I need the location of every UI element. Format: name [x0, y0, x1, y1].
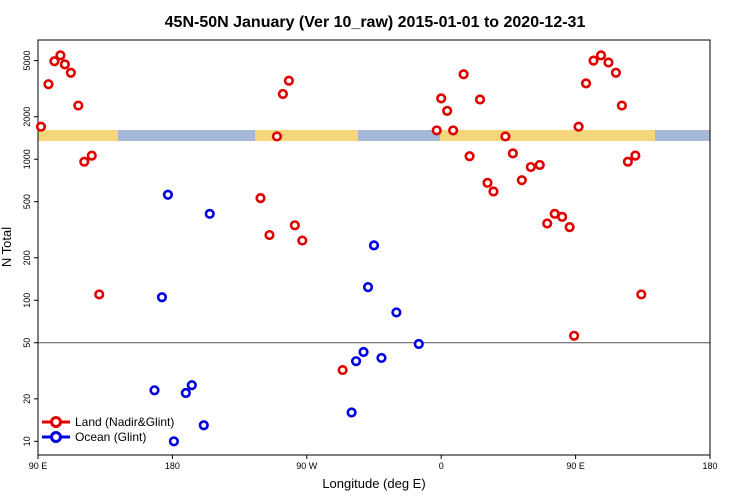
ocean-point: [368, 240, 380, 251]
land-point: [289, 220, 300, 231]
legend-label-land: Land (Nadir&Glint): [75, 415, 174, 429]
map-strip-land: [38, 130, 118, 141]
x-axis-label: Longitude (deg E): [322, 476, 425, 491]
legend-label-ocean: Ocean (Glint): [75, 430, 146, 444]
land-point: [297, 235, 308, 246]
land-point: [431, 125, 442, 136]
land-point: [94, 289, 105, 300]
y-tick-label: 500: [22, 194, 32, 209]
land-point: [500, 131, 511, 142]
land-point: [534, 159, 545, 171]
map-strip-ocean: [38, 130, 710, 141]
land-point: [564, 222, 575, 233]
land-point: [49, 56, 60, 67]
land-point: [458, 69, 469, 80]
x-tick-label: 90 W: [296, 461, 318, 471]
ocean-point: [180, 387, 191, 399]
land-point: [55, 50, 66, 61]
ocean-point: [362, 281, 374, 293]
land-point: [542, 218, 553, 229]
land-point: [442, 105, 453, 117]
legend-swatch-marker: [50, 416, 62, 428]
data-points: [35, 50, 647, 447]
land-point: [516, 175, 527, 186]
land-point: [79, 156, 90, 167]
land-point: [283, 75, 294, 86]
land-point: [264, 229, 275, 241]
land-point: [277, 88, 289, 100]
land-point: [622, 156, 633, 167]
y-tick-label: 200: [22, 250, 32, 265]
legend-swatch-marker: [50, 431, 62, 443]
y-tick-label: 5000: [22, 51, 32, 71]
ocean-point: [358, 346, 369, 358]
ocean-point: [350, 356, 362, 367]
ocean-point: [186, 380, 197, 391]
x-tick-label: 180: [165, 461, 180, 471]
map-strip: [38, 130, 710, 141]
y-tick-label: 10: [22, 436, 32, 446]
y-tick-label: 1000: [22, 149, 32, 169]
ocean-point: [376, 352, 387, 364]
land-point: [43, 79, 54, 90]
land-point: [337, 364, 348, 376]
land-point: [86, 150, 97, 161]
land-point: [59, 59, 70, 70]
ocean-point: [204, 208, 215, 219]
land-point: [610, 67, 622, 78]
land-point: [507, 148, 518, 159]
land-point: [580, 78, 592, 89]
map-strip-land: [440, 130, 655, 141]
legend-item-land: Land (Nadir&Glint): [42, 415, 174, 429]
y-axis-label: N Total: [0, 227, 14, 267]
land-point: [630, 150, 641, 161]
ocean-point: [346, 407, 357, 418]
land-point: [65, 67, 76, 78]
ocean-point: [156, 292, 168, 303]
x-axis: 90 E 180 90 W 0 90 E 180: [29, 455, 718, 471]
y-tick-label: 100: [22, 293, 32, 308]
plot-frame: [37, 39, 711, 456]
y-axis: 10 20 50 100 200 500 1000 2000 5000: [22, 51, 38, 446]
y-tick-label: 20: [22, 394, 32, 404]
land-point: [573, 121, 584, 132]
land-point: [557, 211, 568, 222]
land-point: [474, 94, 486, 105]
legend: Land (Nadir&Glint) Ocean (Glint): [42, 415, 174, 444]
land-point: [482, 177, 493, 188]
land-point: [588, 55, 599, 66]
x-tick-label: 180: [702, 461, 717, 471]
land-point: [525, 161, 536, 173]
land-point: [271, 131, 283, 142]
x-tick-label: 90 E: [29, 461, 48, 471]
land-point: [448, 125, 459, 136]
land-point: [464, 151, 475, 162]
map-strip-land: [255, 130, 358, 141]
ocean-point: [162, 189, 174, 200]
land-point: [636, 289, 647, 300]
y-tick-label: 2000: [22, 107, 32, 127]
ocean-point: [198, 420, 209, 431]
ocean-point: [168, 436, 179, 447]
ocean-point: [149, 385, 160, 396]
land-point: [569, 330, 580, 341]
x-tick-label: 0: [439, 461, 444, 471]
y-tick-label: 50: [22, 338, 32, 348]
chart-title: 45N-50N January (Ver 10_raw) 2015-01-01 …: [165, 14, 586, 31]
land-point: [255, 193, 266, 204]
land-point: [73, 100, 84, 111]
land-point: [488, 186, 499, 197]
x-tick-label: 90 E: [566, 461, 585, 471]
ocean-point: [391, 307, 402, 318]
ocean-point: [413, 338, 424, 350]
land-point: [595, 50, 607, 61]
land-point: [436, 93, 447, 104]
land-point: [603, 57, 614, 68]
land-point: [616, 100, 627, 111]
land-point: [35, 121, 47, 132]
legend-item-ocean: Ocean (Glint): [42, 430, 146, 444]
